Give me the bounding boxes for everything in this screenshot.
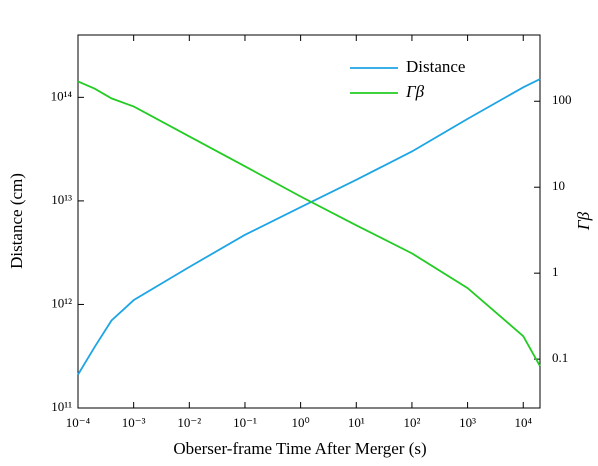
x-tick-label: 10² — [403, 415, 420, 430]
y-tick-label: 10¹² — [51, 295, 72, 310]
x-tick-label: 10⁴ — [514, 415, 532, 430]
x-tick-label: 10⁻¹ — [233, 415, 257, 430]
x-tick-label: 10³ — [459, 415, 476, 430]
x-tick-label: 10¹ — [348, 415, 365, 430]
y-tick-label: 10¹³ — [51, 192, 72, 207]
x-tick-label: 10⁻² — [177, 415, 201, 430]
y2-tick-label: 10 — [552, 178, 565, 193]
y-tick-label: 10¹⁴ — [51, 88, 73, 103]
y2-tick-label: 0.1 — [552, 350, 568, 365]
y2-axis-label: Γβ — [574, 211, 593, 231]
plot-frame — [77, 34, 541, 409]
data-line — [77, 80, 541, 367]
legend-label: Γβ — [405, 82, 425, 101]
y2-tick-label: 100 — [552, 92, 572, 107]
data-line — [77, 78, 541, 376]
x-tick-label: 10⁻⁴ — [66, 415, 91, 430]
legend-label: Distance — [406, 57, 465, 76]
x-axis-label: Oberser-frame Time After Merger (s) — [173, 439, 426, 458]
y-tick-label: 10¹¹ — [51, 399, 72, 414]
x-tick-label: 10⁻³ — [122, 415, 146, 430]
y-axis-label: Distance (cm) — [7, 173, 26, 269]
y2-tick-label: 1 — [552, 264, 559, 279]
x-tick-label: 10⁰ — [292, 415, 310, 430]
